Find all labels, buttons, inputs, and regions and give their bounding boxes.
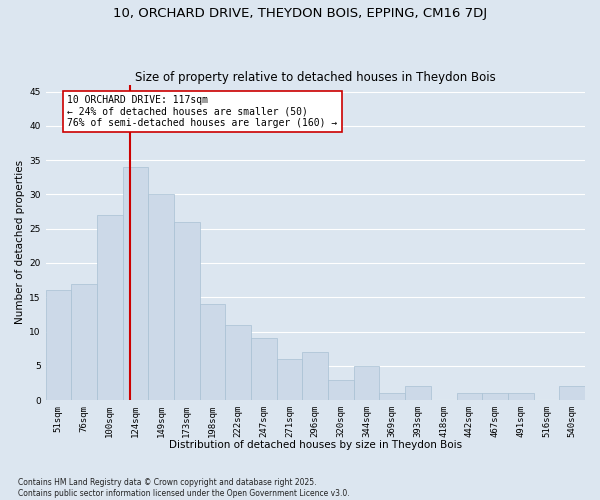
- Bar: [354, 366, 379, 400]
- Bar: [122, 167, 148, 400]
- Bar: [71, 284, 97, 400]
- Bar: [328, 380, 354, 400]
- Bar: [302, 352, 328, 400]
- Bar: [46, 290, 71, 400]
- Bar: [277, 359, 302, 400]
- Bar: [200, 304, 226, 400]
- X-axis label: Distribution of detached houses by size in Theydon Bois: Distribution of detached houses by size …: [169, 440, 462, 450]
- Bar: [251, 338, 277, 400]
- Y-axis label: Number of detached properties: Number of detached properties: [15, 160, 25, 324]
- Text: 10, ORCHARD DRIVE, THEYDON BOIS, EPPING, CM16 7DJ: 10, ORCHARD DRIVE, THEYDON BOIS, EPPING,…: [113, 8, 487, 20]
- Text: Contains HM Land Registry data © Crown copyright and database right 2025.
Contai: Contains HM Land Registry data © Crown c…: [18, 478, 350, 498]
- Text: 10 ORCHARD DRIVE: 117sqm
← 24% of detached houses are smaller (50)
76% of semi-d: 10 ORCHARD DRIVE: 117sqm ← 24% of detach…: [67, 95, 338, 128]
- Bar: [148, 194, 174, 400]
- Bar: [379, 394, 405, 400]
- Title: Size of property relative to detached houses in Theydon Bois: Size of property relative to detached ho…: [135, 70, 496, 84]
- Bar: [508, 394, 533, 400]
- Bar: [559, 386, 585, 400]
- Bar: [97, 215, 122, 400]
- Bar: [174, 222, 200, 400]
- Bar: [482, 394, 508, 400]
- Bar: [457, 394, 482, 400]
- Bar: [226, 324, 251, 400]
- Bar: [405, 386, 431, 400]
